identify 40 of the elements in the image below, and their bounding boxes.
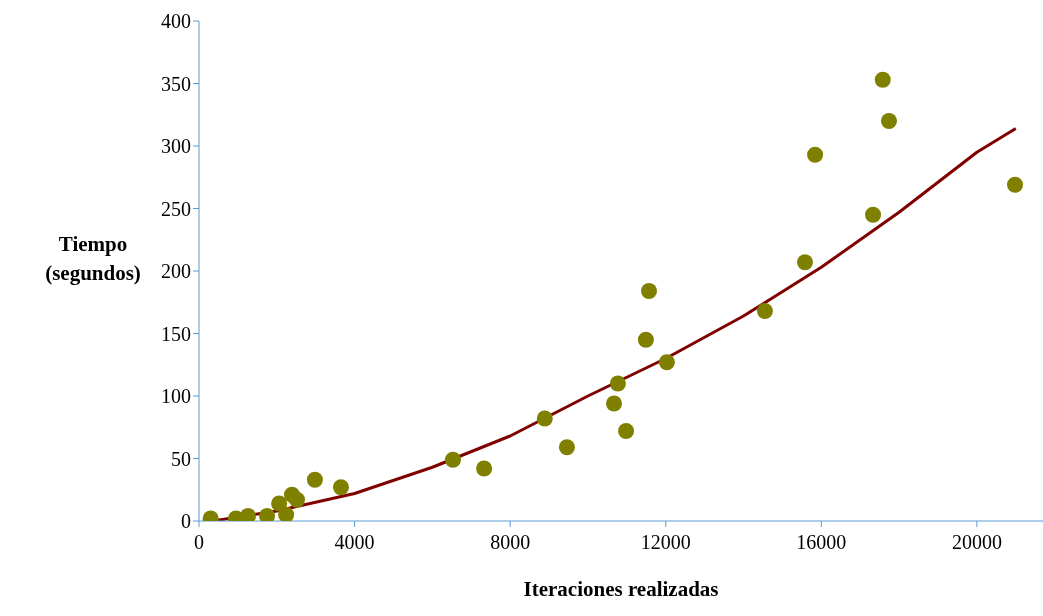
y-tick-label: 350 [161,72,191,95]
point [658,354,675,371]
y-tick-label: 400 [161,10,191,33]
point [278,506,295,521]
x-axis-title: Iteraciones realizadas [523,577,719,601]
point [444,451,461,468]
point [306,471,323,488]
x-tick-label: 8000 [490,531,531,554]
point [641,283,657,299]
point [880,113,897,129]
y-tick-label: 250 [161,197,191,220]
point [609,375,626,392]
x-tick-label: 4000 [334,531,375,554]
point [796,254,813,271]
point [756,303,773,319]
point [289,491,306,508]
point [1007,176,1023,193]
x-tick-label: 16000 [796,531,847,554]
point [536,410,553,427]
y-tick-label: 0 [181,510,191,533]
y-tick-label: 100 [161,385,191,408]
point [807,146,824,163]
y-tick-label: 50 [171,447,191,470]
y-tick-label: 150 [161,322,191,345]
y-tick-label: 200 [161,260,191,283]
point [271,495,288,512]
point [637,331,654,348]
point [240,508,257,521]
y-axis-title: Tiempo (segundos) [45,232,141,285]
x-tick-label: 12000 [640,531,691,554]
y-tick-label: 300 [161,135,191,158]
point [558,439,575,456]
point [259,508,276,521]
point [476,460,493,477]
point [606,395,622,412]
point [618,423,635,439]
x-tick-label: 20000 [951,531,1002,554]
point [865,206,882,223]
point [874,71,891,88]
point [332,479,349,496]
